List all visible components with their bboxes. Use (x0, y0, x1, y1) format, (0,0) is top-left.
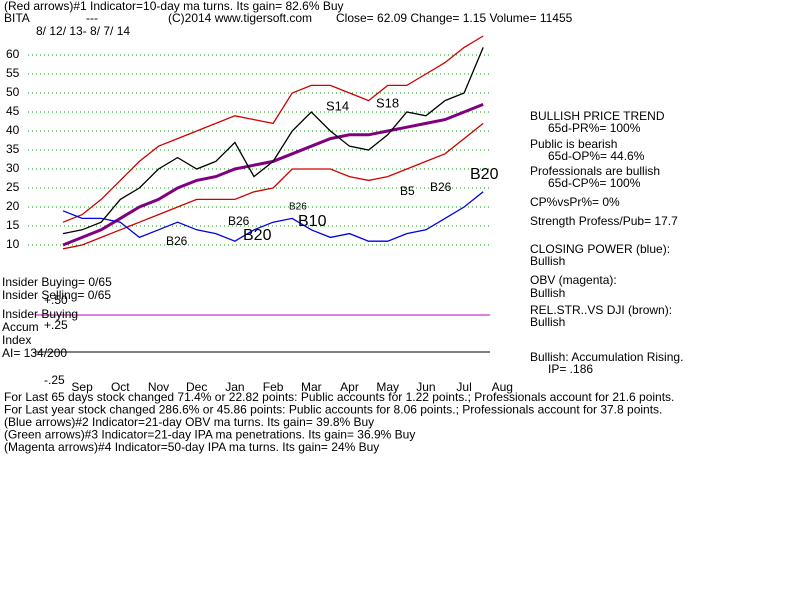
annotation: B26 (166, 234, 188, 248)
panel-label: AI= 134/200 (2, 346, 67, 360)
series-line (62, 122, 484, 250)
side-panel-text: Bullish (530, 254, 565, 268)
y-tick-label: 55 (6, 66, 20, 80)
x-tick-label: Dec (186, 380, 207, 394)
header-text: BITA (4, 11, 30, 25)
side-panel-text: Public is bearish (530, 137, 617, 151)
side-panel-text: OBV (magenta): (530, 273, 617, 287)
x-tick-label: Sep (71, 380, 93, 394)
annotation: B5 (400, 184, 415, 198)
y-tick-label: 60 (6, 47, 20, 61)
side-panel-text: 65d-OP%= 44.6% (548, 149, 645, 163)
x-tick-label: Jul (456, 380, 471, 394)
x-tick-label: Aug (492, 380, 513, 394)
side-panel-text: Bullish (530, 286, 565, 300)
panel-label: -.25 (44, 373, 65, 387)
x-tick-label: Nov (148, 380, 169, 394)
side-panel-text: REL.STR..VS DJI (brown): (530, 303, 672, 317)
y-tick-label: 35 (6, 142, 20, 156)
header-text: Close= 62.09 Change= 1.15 Volume= 11455 (336, 11, 573, 25)
x-tick-label: Feb (263, 380, 284, 394)
y-tick-label: 15 (6, 218, 20, 232)
header-text: 8/ 12/ 13- 8/ 7/ 14 (36, 24, 130, 38)
header-text: --- (86, 11, 98, 25)
series-line (62, 47, 484, 235)
side-panel-text: 65d-CP%= 100% (548, 176, 641, 190)
annotation: B10 (298, 213, 327, 230)
x-tick-label: Oct (111, 380, 130, 394)
panel-label: Insider Buying= 0/65 (2, 275, 112, 289)
panel-label: Insider Buying (2, 307, 78, 321)
x-tick-label: Jan (225, 380, 244, 394)
footer-text: (Green arrows)#3 Indicator=21-day IPA ma… (4, 428, 415, 442)
annotation: S18 (376, 95, 399, 110)
panel-label: Accum (2, 320, 39, 334)
x-tick-label: Jun (416, 380, 435, 394)
panel-label: Index (2, 333, 31, 347)
y-tick-label: 10 (6, 237, 20, 251)
side-panel-text: CLOSING POWER (blue): (530, 242, 670, 256)
y-tick-label: 40 (6, 123, 20, 137)
header-text: (Red arrows)#1 Indicator=10-day ma turns… (4, 0, 344, 13)
series-line (62, 35, 484, 223)
panel-label: Insider Selling= 0/65 (2, 288, 111, 302)
header-text: (C)2014 www.tigersoft.com (168, 11, 312, 25)
y-tick-label: 45 (6, 104, 20, 118)
x-tick-label: Mar (301, 380, 322, 394)
annotation: S14 (326, 98, 349, 113)
side-panel-text: CP%vsPr%= 0% (530, 195, 620, 209)
side-panel-text: Strength Profess/Pub= 17.7 (530, 214, 678, 228)
side-panel-text: Bullish: Accumulation Rising. (530, 350, 683, 364)
panel-label: +.50 (44, 293, 68, 307)
annotation: B26 (289, 202, 307, 213)
side-panel-text: 65d-PR%= 100% (548, 121, 641, 135)
y-tick-label: 25 (6, 180, 20, 194)
side-panel-text: Professionals are bullish (530, 164, 660, 178)
annotation: B26 (228, 214, 250, 228)
annotation: B20 (243, 227, 272, 244)
panel-label: +.25 (44, 318, 68, 332)
annotation: B26 (430, 180, 452, 194)
side-panel-text: IP= .186 (548, 362, 593, 376)
annotation: B20 (470, 166, 499, 183)
y-tick-label: 50 (6, 85, 20, 99)
side-panel-text: Bullish (530, 315, 565, 329)
y-tick-label: 30 (6, 161, 20, 175)
footer-text: For Last 65 days stock changed 71.4% or … (4, 390, 674, 404)
series-line (62, 191, 484, 242)
y-tick-label: 20 (6, 199, 20, 213)
footer-text: (Magenta arrows)#4 Indicator=50-day IPA … (4, 440, 379, 454)
x-tick-label: May (376, 380, 399, 394)
x-tick-label: Apr (340, 380, 359, 394)
side-panel-text: BULLISH PRICE TREND (530, 109, 665, 123)
footer-text: (Blue arrows)#2 Indicator=21-day OBV ma … (4, 415, 374, 429)
footer-text: For Last year stock changed 286.6% or 45… (4, 403, 662, 417)
